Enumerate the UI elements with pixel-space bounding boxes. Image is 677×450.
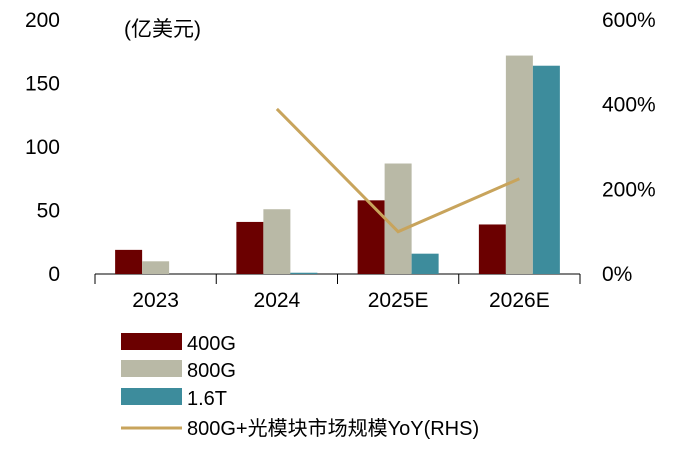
- x-tick-label: 2024: [254, 289, 301, 312]
- bar: [115, 249, 143, 274]
- bars: [115, 55, 560, 275]
- left-tick-label: 0: [48, 263, 60, 286]
- bar: [505, 55, 533, 275]
- x-axis-ticks: 2023 2024 2025E 2026E: [94, 274, 581, 312]
- x-tick-label: 2026E: [489, 289, 550, 312]
- left-tick-label: 150: [25, 73, 60, 96]
- left-tick-label: 200: [25, 9, 60, 32]
- bar: [384, 163, 412, 274]
- bar: [263, 209, 291, 274]
- legend-swatch: [121, 388, 182, 405]
- right-axis-ticks: 0% 200% 400% 600%: [602, 9, 656, 286]
- legend-swatch: [121, 360, 182, 377]
- bar: [290, 272, 318, 274]
- bar: [142, 261, 170, 274]
- legend-swatch: [121, 333, 182, 350]
- bar: [478, 224, 506, 274]
- right-tick-label: 200%: [602, 178, 656, 201]
- right-tick-label: 0%: [602, 263, 632, 286]
- right-tick-label: 600%: [602, 9, 656, 32]
- left-tick-label: 50: [37, 200, 60, 223]
- legend-label: 800G+光模块市场规模YoY(RHS): [187, 417, 479, 440]
- legend-label: 1.6T: [187, 388, 227, 410]
- right-tick-label: 400%: [602, 94, 656, 117]
- yoy-line: [275, 107, 520, 234]
- bar: [357, 200, 385, 274]
- unit-label: (亿美元): [124, 18, 201, 41]
- x-tick-label: 2025E: [368, 289, 429, 312]
- left-tick-label: 100: [25, 136, 60, 159]
- left-axis-ticks: 0 50 100 150 200: [25, 9, 60, 286]
- bar: [532, 65, 560, 274]
- legend-label: 800G: [187, 360, 236, 382]
- x-tick-label: 2023: [132, 289, 179, 312]
- legend-label: 400G: [187, 333, 236, 355]
- legend: 400G 800G 1.6T 800G+光模块市场规模YoY(RHS): [121, 333, 479, 440]
- yoy-line-layer: [275, 107, 520, 234]
- bar: [411, 253, 439, 274]
- bar: [236, 221, 264, 274]
